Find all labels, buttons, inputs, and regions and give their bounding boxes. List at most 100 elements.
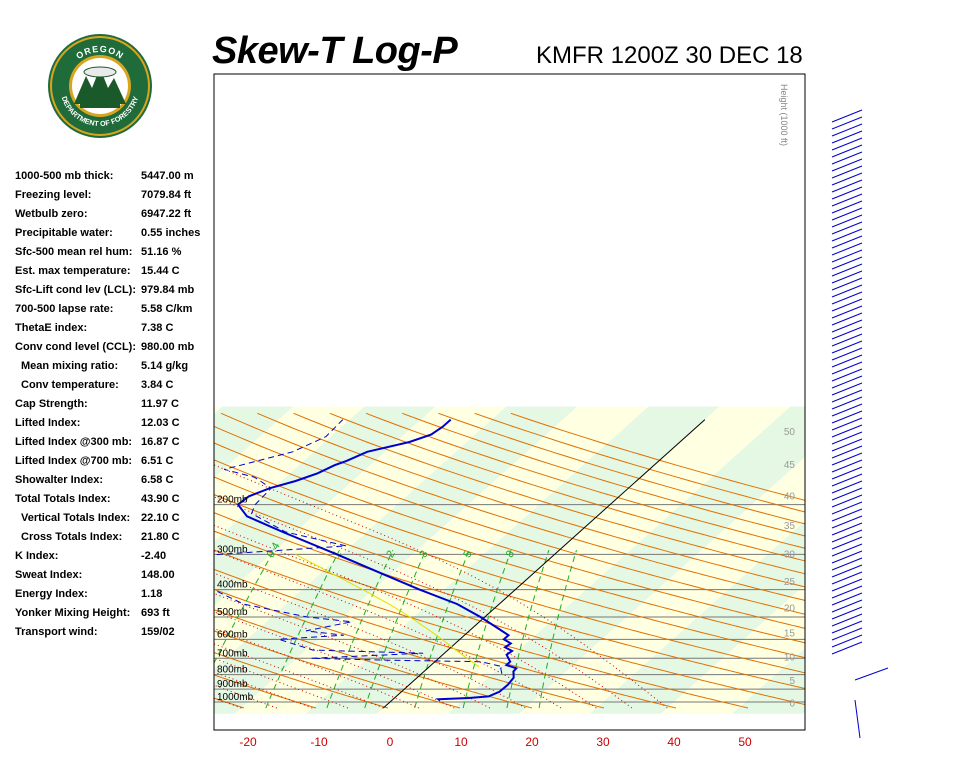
dry-adiabat-line xyxy=(214,652,389,709)
moist-adiabat-line xyxy=(214,592,491,709)
temperature-tick-label: 40 xyxy=(667,735,681,749)
stat-label: Precipitable water: xyxy=(15,227,113,239)
wind-barb xyxy=(831,599,863,613)
isotherm-band xyxy=(802,711,805,714)
stat-label: 1000-500 mb thick: xyxy=(15,170,114,182)
stat-label: Energy Index: xyxy=(15,588,88,600)
height-tick-label: 5 xyxy=(789,676,795,687)
stat-row: Est. max temperature: 15.44 C xyxy=(15,265,215,284)
wind-barb xyxy=(831,452,863,466)
wind-barb xyxy=(831,585,863,599)
wind-barb xyxy=(831,529,863,543)
dry-adiabat-line xyxy=(214,588,605,709)
pressure-label: 200mb xyxy=(217,495,248,506)
stat-value: 1.18 xyxy=(141,588,163,600)
stat-row: Sfc-Lift cond lev (LCL): 979.84 mb xyxy=(15,284,215,303)
stat-label: Lifted Index: xyxy=(15,417,81,429)
height-tick-label: 0 xyxy=(789,699,795,710)
wind-barb xyxy=(831,158,863,172)
height-axis-label: Height (1000 ft) xyxy=(779,84,789,146)
stat-row: Energy Index: 1.18 xyxy=(15,588,215,607)
wind-barb xyxy=(831,172,863,186)
stat-value: 6.51 C xyxy=(141,455,174,467)
parcel-profile xyxy=(295,553,480,668)
stat-value: 693 ft xyxy=(141,607,170,619)
stat-value: 5.14 g/kg xyxy=(141,360,189,372)
wind-barb xyxy=(831,487,863,501)
stat-label: Est. max temperature: xyxy=(15,265,131,277)
mixing-ratio-label: 3 xyxy=(418,549,431,560)
stat-row: Mean mixing ratio: 5.14 g/kg xyxy=(15,360,215,379)
stat-row: Showalter Index: 6.58 C xyxy=(15,474,215,493)
wind-barb xyxy=(831,319,863,333)
height-tick-label: 25 xyxy=(784,577,796,588)
stat-row: Lifted Index @300 mb: 16.87 C xyxy=(15,436,215,455)
wind-barb xyxy=(831,578,863,592)
stat-value: 7079.84 ft xyxy=(141,189,192,201)
stat-label: Conv cond level (CCL): xyxy=(15,341,137,353)
height-tick-label: 15 xyxy=(784,628,796,639)
stat-row: Sfc-500 mean rel hum: 51.16 % xyxy=(15,246,215,265)
stat-row: Cross Totals Index: 21.80 C xyxy=(15,531,215,550)
wind-barb xyxy=(831,389,863,403)
stat-label: Conv temperature: xyxy=(21,379,119,391)
stat-row: Conv temperature: 3.84 C xyxy=(15,379,215,398)
station-time-label: KMFR 1200Z 30 DEC 18 xyxy=(536,42,803,69)
moist-adiabat-line xyxy=(0,587,170,709)
wind-barb xyxy=(831,494,863,508)
height-tick-label: 10 xyxy=(784,653,796,664)
wind-barb xyxy=(831,613,863,627)
stat-row: Conv cond level (CCL): 980.00 mb xyxy=(15,341,215,360)
stat-row: Freezing level: 7079.84 ft xyxy=(15,189,215,208)
mixing-ratio-label: 8 xyxy=(504,549,517,560)
stat-value: 12.03 C xyxy=(141,417,180,429)
mixing-ratio-line xyxy=(265,549,340,709)
isotherm-band xyxy=(0,407,80,714)
wind-barb xyxy=(831,396,863,410)
wind-barb xyxy=(831,256,863,270)
wind-barb xyxy=(831,466,863,480)
stat-label: Transport wind: xyxy=(15,626,98,638)
height-tick-label: 50 xyxy=(784,427,796,438)
chart-title: Skew-T Log-P xyxy=(212,30,458,72)
stat-row: Vertical Totals Index: 22.10 C xyxy=(15,512,215,531)
stat-value: 11.97 C xyxy=(141,398,179,410)
wind-barb xyxy=(831,326,863,340)
stat-label: Yonker Mixing Height: xyxy=(15,607,131,619)
isotherm-band xyxy=(305,406,720,714)
moist-adiabat-line xyxy=(214,697,242,709)
stat-value: 980.00 mb xyxy=(141,341,195,353)
wind-barb xyxy=(831,424,863,438)
stat-value: -2.40 xyxy=(141,550,167,562)
stat-label: Cross Totals Index: xyxy=(21,531,123,543)
sounding-indices-panel: 1000-500 mb thick: 5447.00 m Freezing leve… xyxy=(15,170,215,645)
wind-barb xyxy=(831,151,863,165)
isotherm-band xyxy=(214,406,223,415)
stat-value: 6947.22 ft xyxy=(141,208,192,220)
pressure-label: 1000mb xyxy=(217,692,254,703)
pressure-label: 500mb xyxy=(217,607,248,618)
stat-value: 16.87 C xyxy=(141,436,180,448)
wind-barb xyxy=(831,536,863,550)
dry-adiabat-line xyxy=(329,412,805,562)
dry-adiabat-line xyxy=(214,425,805,615)
dry-adiabat-line xyxy=(214,609,533,709)
stat-label: ThetaE index: xyxy=(15,322,88,334)
dry-adiabat-line xyxy=(220,412,805,601)
wind-barb xyxy=(854,667,889,681)
temperature-tick-label: 50 xyxy=(738,735,752,749)
stat-value: 15.44 C xyxy=(141,265,180,277)
pressure-label: 900mb xyxy=(217,679,248,690)
wind-barb xyxy=(831,417,863,431)
wind-barb xyxy=(831,557,863,571)
dry-adiabat-line xyxy=(365,412,805,549)
wind-barb xyxy=(831,641,863,655)
wind-barb xyxy=(831,130,863,144)
mixing-ratio-label: 2 xyxy=(384,549,397,560)
dry-adiabat-line xyxy=(214,630,461,709)
wind-barb xyxy=(831,263,863,277)
stat-value: 979.84 mb xyxy=(141,284,195,296)
stat-label: Lifted Index @300 mb: xyxy=(15,436,133,448)
stat-row: Sweat Index: 148.00 xyxy=(15,569,215,588)
